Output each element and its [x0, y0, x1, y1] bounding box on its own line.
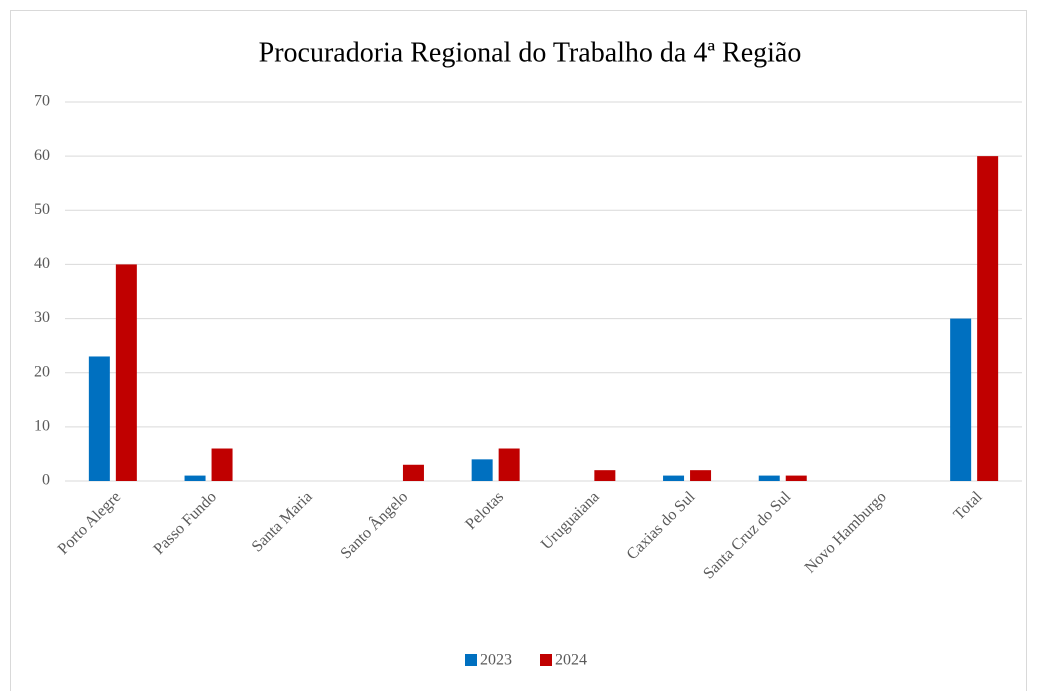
- bar: [402, 464, 424, 481]
- y-tick-label: 30: [34, 309, 50, 326]
- bar: [663, 475, 685, 481]
- legend-swatch: [465, 654, 477, 666]
- chart-border: [10, 10, 1027, 691]
- y-tick-label: 50: [34, 201, 50, 218]
- y-tick-label: 60: [34, 147, 50, 164]
- bar: [115, 264, 137, 481]
- chart-title: Procuradoria Regional do Trabalho da 4ª …: [259, 37, 802, 68]
- bar: [471, 459, 493, 481]
- y-tick-label: 70: [34, 93, 50, 110]
- bar: [498, 448, 520, 481]
- legend-label: 2023: [480, 652, 512, 669]
- bar: [184, 475, 206, 481]
- y-tick-label: 40: [34, 255, 50, 272]
- bar: [88, 356, 110, 481]
- y-tick-label: 10: [34, 418, 50, 435]
- bar: [950, 318, 972, 481]
- bar: [758, 475, 780, 481]
- bar: [690, 470, 712, 481]
- legend-swatch: [540, 654, 552, 666]
- y-tick-label: 20: [34, 363, 50, 380]
- y-tick-label: 0: [42, 472, 50, 489]
- bar: [977, 156, 999, 481]
- bar: [211, 448, 233, 481]
- bar: [594, 470, 616, 481]
- bar: [785, 475, 807, 481]
- legend-label: 2024: [555, 652, 587, 669]
